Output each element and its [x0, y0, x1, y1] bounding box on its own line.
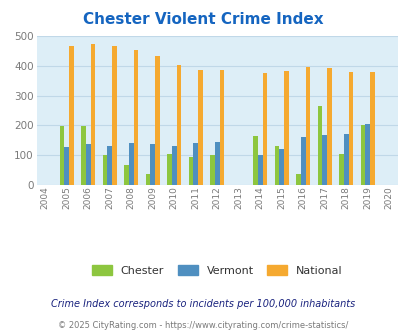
- Bar: [102, 155, 107, 185]
- Bar: [322, 135, 326, 185]
- Bar: [198, 70, 202, 185]
- Bar: [257, 154, 262, 185]
- Bar: [188, 157, 193, 185]
- Bar: [219, 70, 224, 185]
- Bar: [338, 154, 343, 185]
- Text: © 2025 CityRating.com - https://www.cityrating.com/crime-statistics/: © 2025 CityRating.com - https://www.city…: [58, 321, 347, 330]
- Bar: [274, 146, 279, 185]
- Bar: [279, 148, 284, 185]
- Bar: [176, 65, 181, 185]
- Bar: [210, 155, 214, 185]
- Bar: [81, 126, 85, 185]
- Bar: [343, 134, 348, 185]
- Bar: [90, 44, 95, 185]
- Bar: [64, 147, 69, 185]
- Bar: [214, 142, 219, 185]
- Bar: [133, 50, 138, 185]
- Bar: [284, 71, 288, 185]
- Bar: [262, 73, 266, 185]
- Bar: [252, 136, 257, 185]
- Bar: [145, 174, 150, 185]
- Bar: [150, 145, 155, 185]
- Bar: [348, 72, 352, 185]
- Bar: [317, 106, 322, 185]
- Bar: [305, 67, 309, 185]
- Bar: [167, 154, 171, 185]
- Bar: [60, 126, 64, 185]
- Bar: [171, 146, 176, 185]
- Bar: [193, 143, 198, 185]
- Bar: [112, 46, 117, 185]
- Legend: Chester, Vermont, National: Chester, Vermont, National: [87, 261, 346, 280]
- Bar: [326, 68, 331, 185]
- Bar: [364, 124, 369, 185]
- Bar: [107, 147, 112, 185]
- Bar: [124, 165, 128, 185]
- Bar: [369, 72, 374, 185]
- Bar: [128, 143, 133, 185]
- Text: Chester Violent Crime Index: Chester Violent Crime Index: [83, 12, 322, 26]
- Bar: [155, 56, 160, 185]
- Bar: [360, 125, 364, 185]
- Bar: [295, 174, 300, 185]
- Bar: [85, 144, 90, 185]
- Bar: [69, 46, 74, 185]
- Text: Crime Index corresponds to incidents per 100,000 inhabitants: Crime Index corresponds to incidents per…: [51, 299, 354, 309]
- Bar: [300, 137, 305, 185]
